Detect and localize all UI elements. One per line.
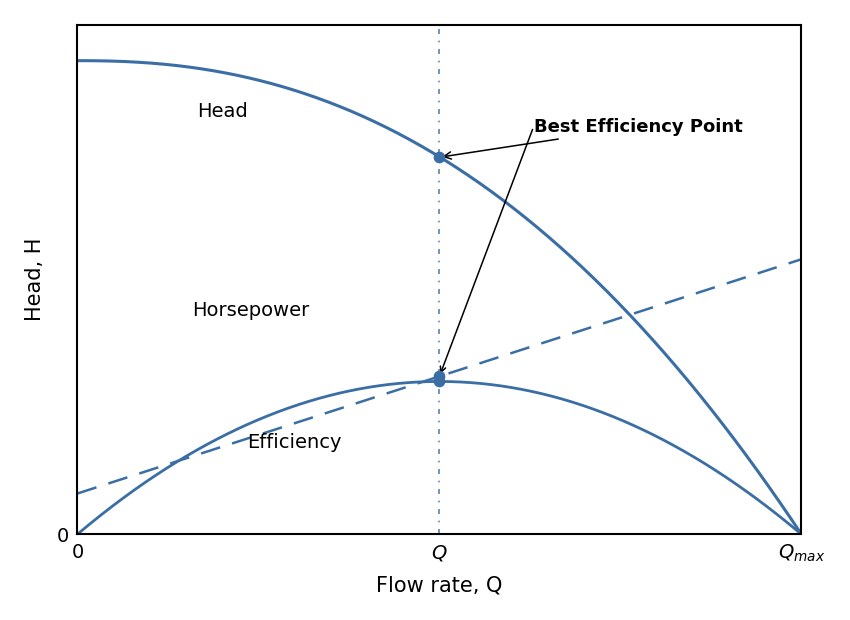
Point — [433, 371, 446, 381]
Text: Best Efficiency Point: Best Efficiency Point — [444, 118, 742, 159]
Text: Head: Head — [197, 102, 247, 121]
Text: Horsepower: Horsepower — [193, 301, 309, 320]
Text: Efficiency: Efficiency — [247, 433, 342, 452]
X-axis label: Flow rate, Q: Flow rate, Q — [377, 575, 502, 595]
Point — [433, 376, 446, 386]
Point — [433, 153, 446, 162]
Y-axis label: Head, H: Head, H — [25, 238, 45, 321]
